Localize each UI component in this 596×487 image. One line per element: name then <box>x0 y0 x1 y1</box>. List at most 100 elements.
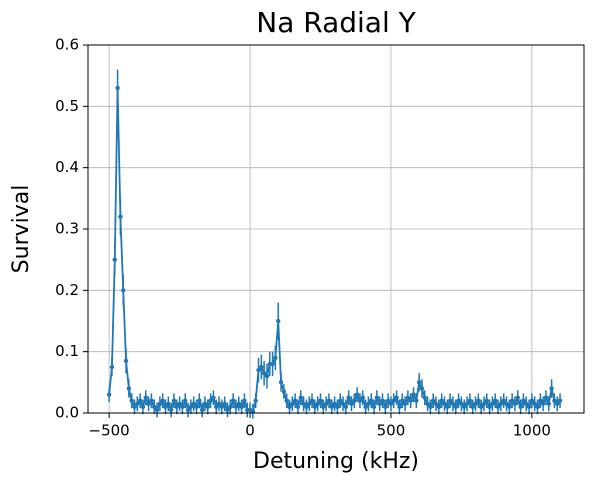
data-point <box>118 214 123 219</box>
data-point <box>360 395 365 400</box>
data-point <box>264 374 270 379</box>
data-point <box>487 404 492 410</box>
data-point <box>504 401 509 406</box>
y-axis-label: Survival <box>9 185 34 274</box>
data-point <box>400 398 405 403</box>
data-point <box>439 398 444 403</box>
data-point <box>391 398 396 403</box>
data-point <box>428 404 433 410</box>
data-point <box>160 398 165 403</box>
data-point <box>188 404 194 410</box>
x-tick-label: 1000 <box>513 422 551 440</box>
data-point <box>385 398 391 403</box>
data-point <box>106 392 112 397</box>
data-point <box>467 398 473 403</box>
data-point <box>493 398 498 403</box>
y-tick-label: 0.6 <box>55 36 79 54</box>
data-point <box>259 364 264 370</box>
data-point <box>236 401 241 406</box>
data-point <box>433 401 439 406</box>
data-point <box>230 398 236 403</box>
data-point <box>459 401 464 406</box>
data-point <box>374 395 380 400</box>
data-point <box>129 398 134 403</box>
data-point <box>312 404 318 410</box>
data-point <box>329 404 334 410</box>
data-point <box>498 401 504 406</box>
data-point <box>422 395 427 400</box>
data-point <box>307 401 312 406</box>
data-point <box>157 401 163 406</box>
data-point <box>242 398 247 403</box>
data-point <box>205 404 210 410</box>
data-point <box>290 401 295 406</box>
data-point <box>219 404 225 410</box>
data-point <box>180 404 185 410</box>
data-point <box>473 401 478 406</box>
data-point <box>199 407 205 413</box>
data-point <box>292 398 298 403</box>
data-point <box>135 401 140 406</box>
data-point <box>323 401 329 406</box>
data-point <box>538 398 543 403</box>
data-point <box>146 401 151 406</box>
data-point <box>228 404 233 410</box>
data-point <box>346 395 351 400</box>
data-point <box>326 398 332 403</box>
data-point <box>402 401 408 406</box>
data-point <box>464 401 470 406</box>
data-point <box>287 404 292 410</box>
data-point <box>507 404 512 410</box>
data-point <box>174 404 179 410</box>
data-point <box>250 408 256 414</box>
plot-frame <box>87 44 585 414</box>
data-point <box>197 398 202 403</box>
data-point <box>470 404 475 410</box>
data-point <box>518 404 523 410</box>
chart-title: Na Radial Y <box>256 6 416 39</box>
data-point <box>166 401 171 406</box>
data-point <box>352 398 357 403</box>
data-point <box>366 401 371 406</box>
data-point <box>555 401 560 406</box>
x-axis-label: Detuning (kHz) <box>253 449 419 474</box>
data-point <box>490 401 495 406</box>
data-point <box>338 398 343 403</box>
data-point <box>112 257 117 262</box>
data-point <box>442 401 447 406</box>
data-point <box>309 398 315 403</box>
y-tick-label: 0.1 <box>55 342 79 360</box>
data-point <box>411 392 416 397</box>
data-point <box>416 380 422 385</box>
data-point <box>202 401 208 406</box>
data-point <box>171 398 177 403</box>
data-point <box>549 386 554 391</box>
data-point <box>222 401 227 406</box>
data-point <box>405 395 411 400</box>
y-tick-label: 0.0 <box>55 404 79 422</box>
data-point <box>278 380 284 385</box>
data-point <box>512 401 518 406</box>
data-point <box>273 355 278 360</box>
data-point <box>132 404 137 410</box>
data-line <box>108 87 561 413</box>
data-point <box>394 395 399 400</box>
data-point <box>261 370 267 376</box>
data-point <box>388 401 394 406</box>
data-point <box>552 398 557 403</box>
data-point <box>177 401 182 406</box>
data-point <box>163 404 168 410</box>
data-point <box>211 395 216 400</box>
data-point <box>256 367 261 373</box>
data-point <box>408 398 413 403</box>
data-point <box>276 318 281 324</box>
data-point <box>253 398 258 403</box>
data-point <box>515 395 520 400</box>
data-point <box>535 404 540 410</box>
data-point <box>431 398 436 403</box>
x-tick-label: 0 <box>245 422 255 440</box>
data-point <box>543 395 549 400</box>
data-point <box>216 401 222 406</box>
data-point <box>143 395 148 400</box>
data-point <box>121 288 126 293</box>
